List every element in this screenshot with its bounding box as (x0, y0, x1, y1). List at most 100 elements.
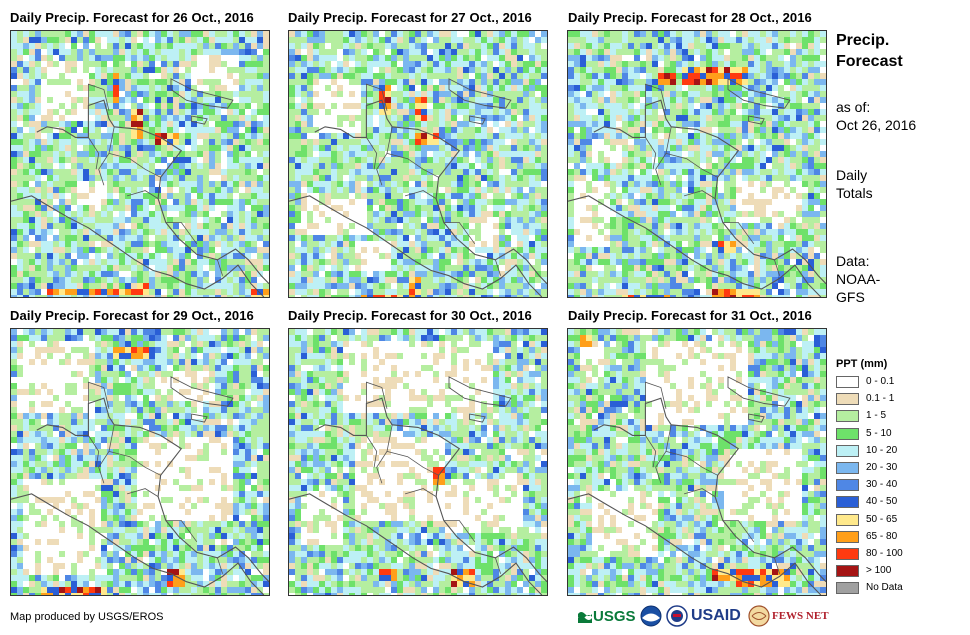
country-border (98, 424, 115, 484)
country-border (655, 126, 672, 186)
country-border (645, 435, 657, 468)
as-of-date: Oct 26, 2016 (836, 117, 917, 133)
island-outline (727, 78, 791, 109)
country-border (774, 557, 780, 574)
legend-label: 1 - 5 (866, 410, 887, 422)
usgs-wave-icon (578, 612, 592, 623)
country-border (645, 381, 667, 409)
country-border (98, 126, 115, 186)
fewsnet-logo: FEWS NET (748, 602, 829, 630)
country-border (645, 83, 667, 111)
coastline (593, 397, 826, 583)
usgs-logo: USGS (578, 602, 636, 630)
coastline (36, 99, 269, 285)
data-source-line1: Data: (836, 253, 870, 269)
logo-strip: USGS USAID FEWS NET (578, 602, 829, 630)
precip-map (11, 329, 269, 595)
panel-title-3: Daily Precip. Forecast for 28 Oct., 2016 (568, 10, 812, 25)
island-outline (469, 413, 486, 423)
country-border (376, 424, 393, 484)
precip-grid (289, 329, 547, 595)
country-border (665, 153, 718, 178)
island-outline (727, 376, 791, 407)
legend-swatch (836, 496, 859, 509)
map-panel-2 (288, 30, 548, 298)
map-credit: Map produced by USGS/EROS (10, 611, 164, 623)
island-outline (191, 413, 208, 423)
country-border (774, 259, 780, 276)
legend-label: No Data (866, 582, 903, 594)
legend-swatch (836, 548, 859, 560)
country-border (126, 488, 159, 497)
data-source-line3: GFS (836, 289, 865, 305)
data-source-line2: NOAA- (836, 271, 881, 287)
country-border (443, 222, 476, 245)
country-border (386, 153, 439, 178)
legend-label: 50 - 65 (866, 513, 898, 525)
usaid-logo: USAID (691, 602, 741, 630)
map-panel-1 (10, 30, 270, 298)
coastline (36, 397, 269, 583)
legend-label: 20 - 30 (866, 462, 898, 473)
country-border (366, 381, 388, 409)
side-title: Precip. Forecast (836, 30, 903, 72)
legend-label: 80 - 100 (866, 548, 903, 559)
island-outline (748, 115, 765, 125)
legend-label: 5 - 10 (866, 427, 892, 439)
legend-swatch (836, 530, 859, 543)
country-border (217, 259, 223, 276)
island-outline (191, 115, 208, 125)
precip-grid (289, 31, 547, 297)
legend-swatch (836, 479, 859, 492)
legend-swatch (836, 565, 859, 578)
map-panel-4 (10, 328, 270, 596)
island-outline (170, 78, 234, 109)
country-border (495, 557, 501, 574)
coastline (314, 397, 547, 583)
panel-title-1: Daily Precip. Forecast for 26 Oct., 2016 (10, 10, 254, 25)
precip-grid (11, 31, 269, 297)
legend-swatch (836, 462, 859, 474)
country-border (165, 222, 198, 245)
map-panel-3 (567, 30, 827, 298)
legend-swatch (836, 376, 859, 388)
noaa-seal-icon (640, 605, 662, 627)
legend-label: 30 - 40 (866, 479, 898, 491)
coastline (568, 493, 822, 595)
island-outline (448, 376, 512, 407)
precip-map (289, 329, 547, 595)
legend-swatch (836, 444, 859, 457)
country-border (366, 435, 378, 468)
legend-title: PPT (mm) (836, 358, 888, 370)
coastline (593, 99, 826, 285)
noaa-logo (640, 602, 662, 630)
country-border (645, 137, 657, 170)
country-border (722, 222, 755, 245)
country-border (217, 557, 223, 574)
legend-swatch (836, 393, 859, 406)
island-outline (748, 413, 765, 423)
totals-line1: Daily (836, 167, 868, 183)
precip-grid (568, 31, 826, 297)
country-border (126, 190, 159, 199)
side-title-line2: Forecast (836, 53, 903, 70)
fewsnet-logo-text: FEWS NET (772, 610, 829, 622)
panel-title-6: Daily Precip. Forecast for 31 Oct., 2016 (568, 308, 812, 323)
country-border (88, 381, 110, 409)
precip-map (568, 329, 826, 595)
as-of-label: as of: (836, 99, 871, 115)
usaid-seal-icon (666, 605, 688, 627)
legend-label: 0 - 0.1 (866, 376, 895, 387)
side-title-line1: Precip. (836, 32, 890, 49)
country-border (88, 435, 100, 468)
coastline (11, 195, 265, 297)
usaid-logo-text: USAID (691, 607, 741, 624)
coastline (289, 493, 543, 595)
panel-title-4: Daily Precip. Forecast for 29 Oct., 2016 (10, 308, 254, 323)
country-border (722, 520, 755, 543)
country-border (495, 259, 501, 276)
usaid-seal (666, 602, 688, 630)
island-outline (170, 376, 234, 407)
legend-swatch (836, 582, 859, 595)
panel-title-5: Daily Precip. Forecast for 30 Oct., 2016 (288, 308, 532, 323)
